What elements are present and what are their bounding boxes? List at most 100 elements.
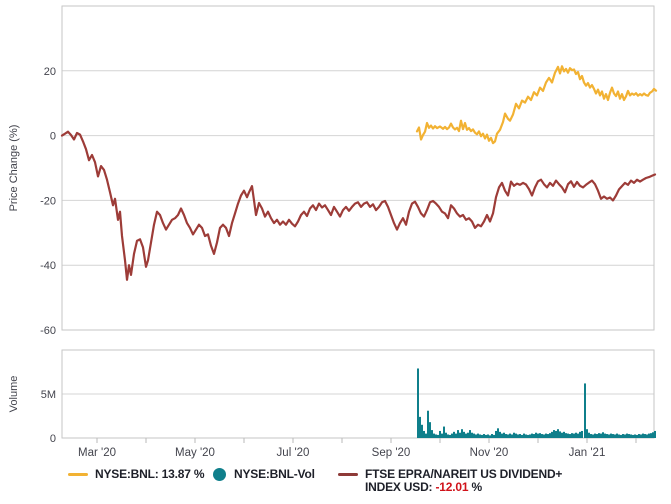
volume-bar [553, 430, 555, 438]
volume-bar [581, 430, 583, 438]
volume-bar [640, 434, 642, 438]
volume-bar [644, 434, 646, 438]
volume-bar [491, 434, 493, 438]
volume-bar [588, 432, 590, 438]
volume-bar [630, 434, 632, 438]
volume-bar [569, 434, 571, 438]
volume-bar [515, 433, 517, 438]
volume-bar [632, 434, 634, 438]
volume-bar [507, 434, 509, 438]
chart-canvas[interactable]: 20 0 -20 -40 -60 5M 0 Mar '20 May '20 Jul '20 Sep… [0, 0, 671, 466]
volume-bar [624, 434, 626, 438]
price-axis-title: Price Change (%) [8, 125, 20, 212]
volume-bar [473, 433, 475, 438]
volume-bar [537, 433, 539, 438]
volume-bar [519, 434, 521, 438]
volume-bar [431, 430, 433, 438]
volume-bar [427, 410, 429, 438]
volume-bar [481, 434, 483, 438]
x-tick-label: Jul '20 [277, 447, 310, 459]
volume-bar [517, 434, 519, 438]
volume-bar [535, 432, 537, 438]
volume-bar [441, 433, 443, 438]
x-tick-label: May '20 [175, 447, 215, 459]
price-tick-label: -40 [40, 260, 56, 272]
volume-bar [541, 434, 543, 438]
volume-bar [513, 432, 515, 438]
volume-bar [421, 424, 423, 438]
volume-dot-swatch-icon [213, 468, 226, 481]
legend-index-suffix: % [468, 480, 482, 494]
legend: NYSE:BNL: 13.87 % NYSE:BNL-Vol FTSE EPRA… [0, 468, 671, 504]
volume-bar [563, 431, 565, 438]
volume-bar [577, 433, 579, 438]
volume-bar [453, 431, 455, 438]
volume-bar [503, 432, 505, 438]
volume-bar [455, 433, 457, 438]
volume-bar [584, 383, 586, 438]
x-axis-tick-labels: Mar '20 May '20 Jul '20 Sep '20 Nov '20 Jan '… [78, 438, 637, 459]
volume-bar [419, 416, 421, 438]
bnl-price-line [415, 65, 658, 145]
volume-bar [499, 431, 501, 438]
volume-bar [616, 433, 618, 438]
volume-bar [461, 429, 463, 438]
legend-item-bnl[interactable]: NYSE:BNL: 13.87 % [68, 468, 205, 481]
volume-bar [565, 433, 567, 438]
volume-bar [451, 433, 453, 438]
volume-bar [573, 433, 575, 438]
volume-axis-title: Volume [8, 376, 20, 413]
volume-bar [495, 430, 497, 438]
volume-bar [571, 433, 573, 438]
volume-bar [463, 431, 465, 438]
volume-bar [465, 433, 467, 438]
volume-bar [417, 368, 419, 438]
volume-bar [650, 433, 652, 438]
volume-bars [417, 368, 656, 438]
volume-bar [477, 433, 479, 438]
volume-bar [545, 433, 547, 438]
volume-bar [529, 434, 531, 438]
panel-borders [61, 5, 655, 439]
volume-bar [543, 434, 545, 438]
price-volume-chart[interactable]: 20 0 -20 -40 -60 5M 0 Mar '20 May '20 Jul '20 Sep… [0, 0, 671, 466]
volume-bar [606, 434, 608, 438]
volume-bar [483, 434, 485, 438]
volume-bar [600, 433, 602, 438]
volume-bar [527, 434, 529, 438]
index-line-swatch-icon [338, 473, 358, 476]
volume-bar [501, 433, 503, 438]
volume-bar [642, 433, 644, 438]
volume-bar [487, 434, 489, 438]
volume-bar [457, 430, 459, 438]
volume-bar [594, 433, 596, 438]
volume-bar [612, 434, 614, 438]
volume-bar [592, 434, 594, 438]
volume-bar [549, 433, 551, 438]
legend-item-bnl-vol[interactable]: NYSE:BNL-Vol [213, 468, 315, 481]
x-tick-label: Nov '20 [470, 447, 509, 459]
index-price-line [60, 130, 657, 281]
volume-bar [471, 432, 473, 438]
volume-bar [604, 433, 606, 438]
legend-item-index[interactable]: FTSE EPRA/NAREIT US DIVIDEND+ INDEX USD:… [338, 468, 562, 494]
volume-tick-label: 5M [41, 389, 56, 401]
volume-bar [620, 434, 622, 438]
bnl-line-swatch-icon [68, 473, 88, 476]
gridlines [62, 70, 654, 439]
volume-bar [423, 430, 425, 438]
series-lines [60, 65, 658, 281]
volume-bar [447, 434, 449, 438]
volume-bar [598, 433, 600, 438]
volume-bar [539, 433, 541, 438]
price-tick-label: 0 [50, 131, 56, 143]
volume-bar [628, 434, 630, 438]
volume-bar [634, 434, 636, 438]
x-tick-label: Sep '20 [372, 447, 411, 459]
volume-bar [439, 430, 441, 438]
volume-bar [443, 426, 445, 438]
x-tick-label: Mar '20 [78, 447, 116, 459]
volume-bar [638, 434, 640, 438]
volume-bar [610, 433, 612, 438]
volume-bar [596, 434, 598, 438]
